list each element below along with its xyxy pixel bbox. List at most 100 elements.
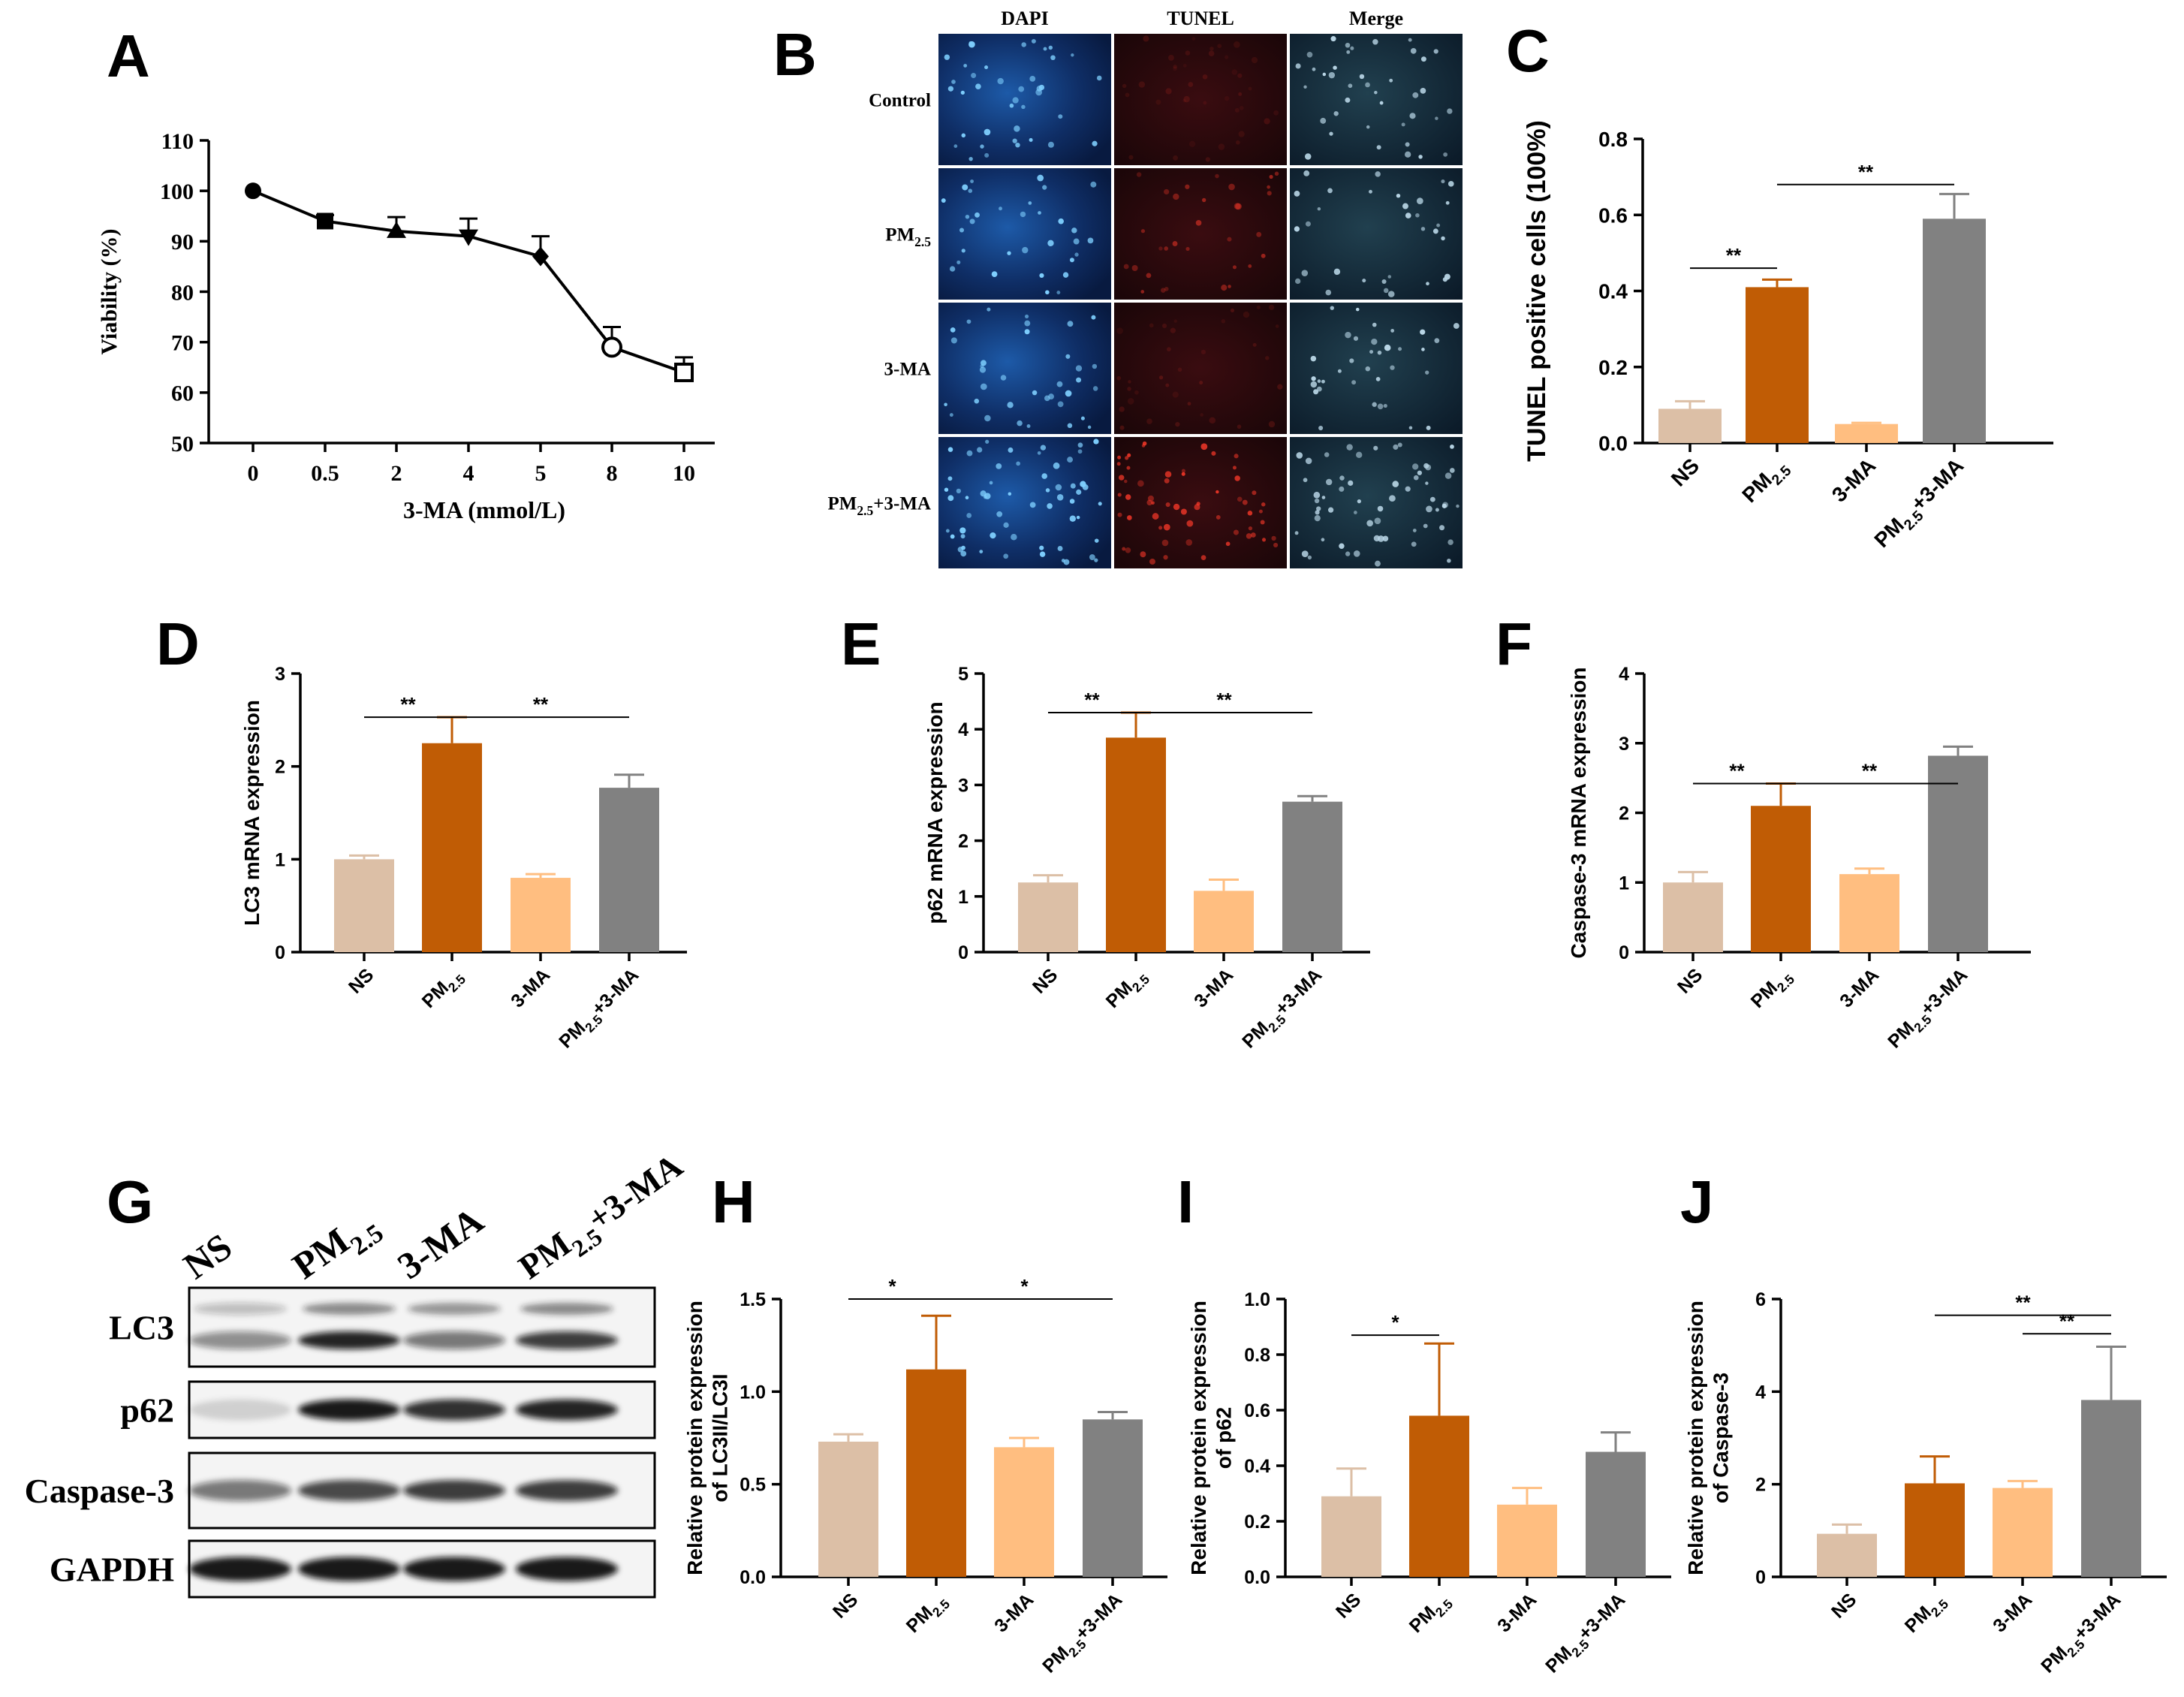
cell-dot	[956, 488, 961, 494]
y-axis-label: TUNEL positive cells (100%)	[1523, 120, 1551, 462]
cell-dot	[1441, 503, 1447, 508]
cell-dot	[1265, 356, 1270, 360]
cell-dot	[1232, 265, 1237, 270]
cell-dot	[951, 80, 956, 84]
lane-label: NS	[176, 1225, 239, 1287]
panel-label: C	[1506, 17, 1550, 84]
cell-dot	[1322, 72, 1327, 77]
bar-3-ma	[1835, 423, 1898, 443]
cell-dot	[1138, 81, 1146, 88]
cell-dot	[1313, 389, 1319, 395]
blot-band	[189, 1399, 291, 1421]
cell-dot	[1177, 367, 1182, 372]
chart-panel-c: C 0.0 0.2 0.4 0.6 0.8 TUNEL positive cells (10…	[1506, 17, 2053, 552]
lane-label: 3-MA	[390, 1198, 490, 1287]
bar-pm2-5-3-ma	[1923, 219, 1986, 443]
cell-dot	[1094, 538, 1099, 543]
cell-dot	[1405, 151, 1411, 158]
blot-band	[298, 1399, 400, 1421]
cell-dot	[1031, 38, 1036, 44]
cell-dot	[1425, 370, 1429, 375]
cell-dot	[1147, 495, 1154, 502]
cell-dot	[1037, 174, 1044, 182]
micrograph-tile	[938, 437, 1111, 568]
cell-dot	[1008, 447, 1014, 453]
cell-dot	[1164, 471, 1172, 478]
cell-dot	[1365, 366, 1371, 372]
y-tick-label: 0	[275, 942, 285, 963]
cell-dot	[1329, 131, 1333, 136]
cell-dot	[1375, 171, 1381, 177]
cell-dot	[1392, 481, 1399, 487]
cell-dot	[1187, 402, 1191, 406]
cell-dot	[1122, 547, 1126, 551]
cell-dot	[1230, 308, 1235, 312]
y-tick-label: 3	[275, 664, 285, 685]
cell-dot	[1317, 386, 1322, 392]
cell-dot	[968, 41, 973, 45]
cell-dot	[1161, 539, 1169, 547]
cell-dot	[1188, 82, 1194, 87]
bar-pm2-5-3-ma	[1586, 1451, 1646, 1577]
cell-dot	[1067, 423, 1073, 429]
cell-dot	[1123, 264, 1129, 270]
cell-dot	[1327, 507, 1334, 513]
bar-3-ma	[994, 1447, 1054, 1577]
cell-dot	[1307, 555, 1312, 560]
cell-dot	[1057, 546, 1063, 551]
cell-dot	[1146, 273, 1152, 279]
y-tick-label: 3	[1619, 734, 1629, 755]
cell-dot	[1267, 191, 1272, 196]
cell-dot	[1032, 390, 1038, 396]
cell-dot	[1127, 387, 1131, 391]
cell-dot	[1256, 305, 1261, 309]
cell-dot	[1202, 74, 1208, 80]
cell-dot	[1350, 46, 1354, 50]
cell-dot	[1228, 285, 1231, 288]
significance-label: **	[1216, 689, 1232, 711]
cell-dot	[1378, 535, 1384, 542]
data-point	[674, 362, 694, 382]
cell-dot	[1243, 311, 1250, 318]
cell-dot	[1076, 377, 1082, 383]
cell-dot	[1441, 179, 1445, 184]
cell-dot	[1447, 539, 1453, 545]
cell-dot	[1449, 468, 1455, 473]
cell-dot	[1303, 85, 1307, 89]
cell-dot	[1165, 88, 1172, 95]
cell-dot	[1037, 451, 1041, 455]
cell-dot	[1234, 203, 1241, 209]
significance-label: **	[1862, 760, 1878, 782]
cell-dot	[1172, 241, 1178, 246]
cell-dot	[1248, 86, 1252, 91]
cell-dot	[1345, 331, 1351, 339]
x-tick-label: PM2.5+3-MA	[1541, 1589, 1632, 1680]
y-tick-label: 0.0	[1598, 432, 1628, 455]
cell-dot	[1044, 395, 1050, 402]
cell-dot	[1435, 508, 1439, 512]
cell-dot	[1158, 375, 1164, 380]
cell-dot	[1170, 327, 1176, 333]
cell-dot	[947, 476, 953, 481]
cell-dot	[949, 413, 953, 417]
blot-band	[303, 1303, 396, 1315]
cell-dot	[1303, 170, 1310, 176]
cell-dot	[1039, 551, 1046, 557]
cell-dot	[1116, 462, 1121, 466]
cell-dot	[1434, 338, 1440, 344]
bar-3-ma	[1839, 874, 1899, 952]
blot-area: NS PM2.5 3-MA PM2.5+3-MA LC3 p62 Caspase-3 GAPD…	[25, 1146, 689, 1599]
cell-dot	[970, 179, 974, 183]
cell-dot	[1000, 375, 1007, 381]
cell-dot	[950, 337, 957, 344]
cell-dot	[1173, 155, 1178, 161]
cell-dot	[1330, 306, 1334, 310]
cell-dot	[950, 327, 956, 333]
cell-dot	[1098, 502, 1102, 506]
cell-dot	[1149, 558, 1155, 565]
cell-dot	[1330, 36, 1336, 42]
cell-dot	[1438, 525, 1445, 531]
x-tick-label: NS	[1827, 1589, 1860, 1622]
cell-dot	[960, 534, 965, 539]
cell-dot	[1161, 288, 1166, 293]
